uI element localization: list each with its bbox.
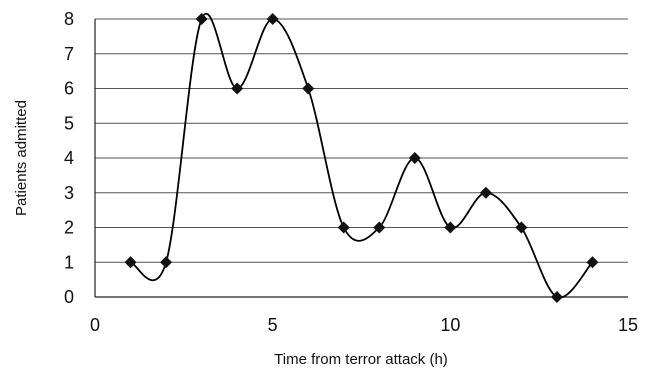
- y-tick-label-2: 2: [64, 218, 74, 238]
- y-tick-label-6: 6: [64, 79, 74, 99]
- data-point-x7: [337, 221, 350, 234]
- data-point-x10: [444, 221, 457, 234]
- series: [130, 13, 594, 299]
- y-tick-label-5: 5: [64, 113, 74, 133]
- data-point-x1: [124, 256, 137, 269]
- y-tick-label-1: 1: [64, 252, 74, 272]
- data-point-x4: [231, 82, 244, 95]
- axes: [94, 19, 628, 298]
- x-tick-label-0: 0: [90, 315, 100, 335]
- data-point-x9: [408, 152, 421, 164]
- y-tick-label-7: 7: [64, 44, 74, 64]
- y-tick-label-3: 3: [64, 183, 74, 203]
- y-tick-label-0: 0: [64, 287, 74, 307]
- x-axis-title: Time from terror attack (h): [274, 351, 448, 368]
- data-point-x5: [266, 13, 279, 25]
- markers: [124, 13, 599, 303]
- data-point-x12: [515, 221, 528, 234]
- data-point-x14: [586, 256, 599, 269]
- gridlines: [95, 18, 628, 263]
- y-axis-title: Patients admitted: [13, 100, 30, 216]
- x-tick-label-5: 5: [268, 315, 278, 335]
- data-point-x13: [550, 291, 563, 303]
- y-tick-label-4: 4: [64, 148, 74, 168]
- series-line-0: [130, 13, 594, 299]
- x-tick-label-15: 15: [618, 315, 638, 335]
- data-point-x2: [160, 256, 173, 269]
- data-point-x11: [479, 186, 492, 199]
- tick-labels: 0 1 2 3 4 5 6 7 8 0 5 10 15: [64, 9, 638, 335]
- data-point-x8: [373, 221, 386, 234]
- data-point-x6: [302, 82, 315, 95]
- y-tick-label-8: 8: [64, 9, 74, 29]
- data-point-x3: [195, 13, 208, 25]
- x-tick-label-10: 10: [440, 315, 460, 335]
